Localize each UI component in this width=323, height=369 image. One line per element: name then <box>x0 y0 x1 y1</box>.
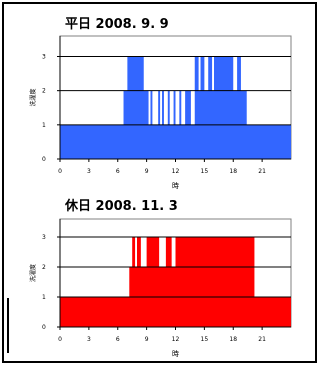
x-tick-label: 9 <box>145 336 149 343</box>
x-tick-label: 6 <box>116 336 120 343</box>
x-tick-label: 21 <box>258 336 266 343</box>
x-tick-label: 18 <box>229 336 237 343</box>
y-tick-label: 0 <box>42 324 46 331</box>
x-axis-label: 時 <box>172 350 179 358</box>
x-tick-label: 3 <box>87 336 91 343</box>
y-tick-label: 2 <box>42 264 46 271</box>
x-tick-label: 0 <box>58 336 62 343</box>
y-axis-label: 洗濯度 <box>29 264 37 282</box>
y-tick-label: 3 <box>42 234 46 241</box>
x-tick-label: 12 <box>172 336 180 343</box>
x-tick-label: 15 <box>201 336 209 343</box>
y-tick-label: 1 <box>42 294 46 301</box>
